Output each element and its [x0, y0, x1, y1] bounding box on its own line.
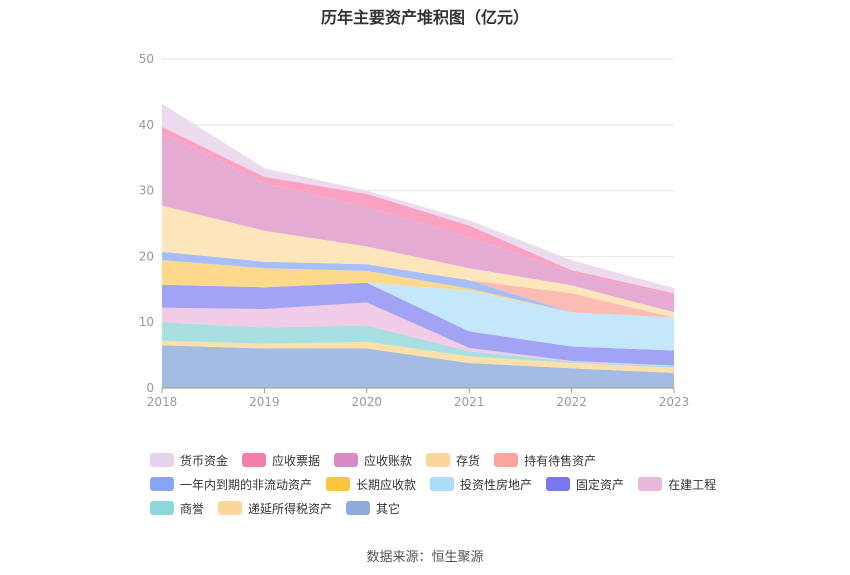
- legend-label: 固定资产: [576, 477, 625, 492]
- legend-swatch: [334, 453, 359, 467]
- chart-title: 历年主要资产堆积图（亿元）: [320, 8, 529, 27]
- legend-item[interactable]: 在建工程: [638, 476, 716, 493]
- x-tick-label: 2020: [352, 395, 383, 409]
- area-series: [162, 205, 674, 318]
- area-series: [162, 302, 674, 367]
- y-tick-label: 20: [139, 249, 154, 263]
- area-series: [162, 133, 674, 313]
- y-tick-label: 30: [139, 184, 154, 198]
- legend-item[interactable]: 长期应收款: [326, 476, 416, 493]
- legend-swatch: [494, 453, 519, 467]
- legend-swatch: [546, 477, 571, 491]
- y-tick-label: 40: [139, 118, 154, 132]
- x-tick-label: 2023: [659, 395, 690, 409]
- area-series: [162, 251, 674, 318]
- axes: 0 10 20 30 40 50 2018 2019 2020 2021 2022 2023: [139, 52, 690, 409]
- area-series: [162, 126, 674, 296]
- legend-label: 递延所得税资产: [248, 501, 333, 516]
- y-tick-label: 10: [139, 315, 154, 329]
- legend-label: 应收票据: [272, 453, 321, 468]
- legend-swatch: [430, 477, 455, 491]
- area-series: [162, 340, 674, 373]
- area-series: [162, 282, 674, 351]
- legend-item[interactable]: 应收票据: [242, 452, 320, 469]
- chart-legend: 货币资金 应收票据 应收账款 存货 持有待售资产一年内到期的非流动资产 长期应收款 投资性房…: [150, 448, 790, 520]
- legend-item[interactable]: 一年内到期的非流动资产: [150, 476, 312, 493]
- legend-swatch: [346, 501, 371, 515]
- legend-item[interactable]: 其它: [346, 500, 400, 517]
- legend-label: 持有待售资产: [524, 453, 597, 468]
- y-tick-label: 0: [146, 381, 154, 395]
- legend-item[interactable]: 存货: [426, 452, 480, 469]
- legend-label: 其它: [376, 501, 401, 516]
- legend-swatch: [242, 453, 267, 467]
- legend-item[interactable]: 持有待售资产: [494, 452, 596, 469]
- legend-row: 一年内到期的非流动资产 长期应收款 投资性房地产 固定资产 在建工程: [150, 472, 790, 496]
- data-source: 数据来源：恒生聚源: [366, 550, 484, 565]
- legend-item[interactable]: 投资性房地产: [430, 476, 532, 493]
- area-series: [162, 103, 674, 294]
- legend-swatch: [326, 477, 351, 491]
- x-tick-label: 2018: [147, 395, 178, 409]
- legend-label: 投资性房地产: [460, 477, 533, 492]
- legend-label: 货币资金: [180, 453, 229, 468]
- area-series: [162, 322, 674, 368]
- area-series: [162, 282, 674, 366]
- legend-swatch: [426, 453, 451, 467]
- legend-item[interactable]: 商誉: [150, 500, 204, 517]
- legend-label: 存货: [456, 453, 481, 468]
- legend-label: 应收账款: [364, 453, 413, 468]
- area-series: [162, 251, 674, 318]
- area-series: [162, 345, 674, 388]
- legend-label: 商誉: [180, 501, 205, 516]
- legend-swatch: [150, 453, 174, 467]
- legend-swatch: [150, 501, 174, 515]
- legend-swatch: [150, 477, 174, 491]
- legend-swatch: [638, 477, 663, 491]
- legend-item[interactable]: 递延所得税资产: [218, 500, 332, 517]
- x-tick-label: 2019: [249, 395, 280, 409]
- x-tick-label: 2021: [454, 395, 485, 409]
- area-series-group: [162, 103, 674, 388]
- legend-row: 货币资金 应收票据 应收账款 存货 持有待售资产: [150, 448, 790, 472]
- legend-label: 长期应收款: [356, 477, 417, 492]
- x-tick-label: 2022: [556, 395, 587, 409]
- legend-label: 一年内到期的非流动资产: [180, 477, 313, 492]
- legend-label: 在建工程: [668, 477, 717, 492]
- y-tick-label: 50: [139, 52, 154, 66]
- stacked-area-chart: 0 10 20 30 40 50 2018 2019 2020 2021 2022 2023: [139, 52, 690, 409]
- legend-item[interactable]: 货币资金: [150, 452, 228, 469]
- legend-item[interactable]: 固定资产: [546, 476, 624, 493]
- legend-item[interactable]: 应收账款: [334, 452, 412, 469]
- legend-swatch: [218, 501, 243, 515]
- legend-row: 商誉 递延所得税资产 其它: [150, 496, 790, 520]
- area-series: [162, 260, 674, 318]
